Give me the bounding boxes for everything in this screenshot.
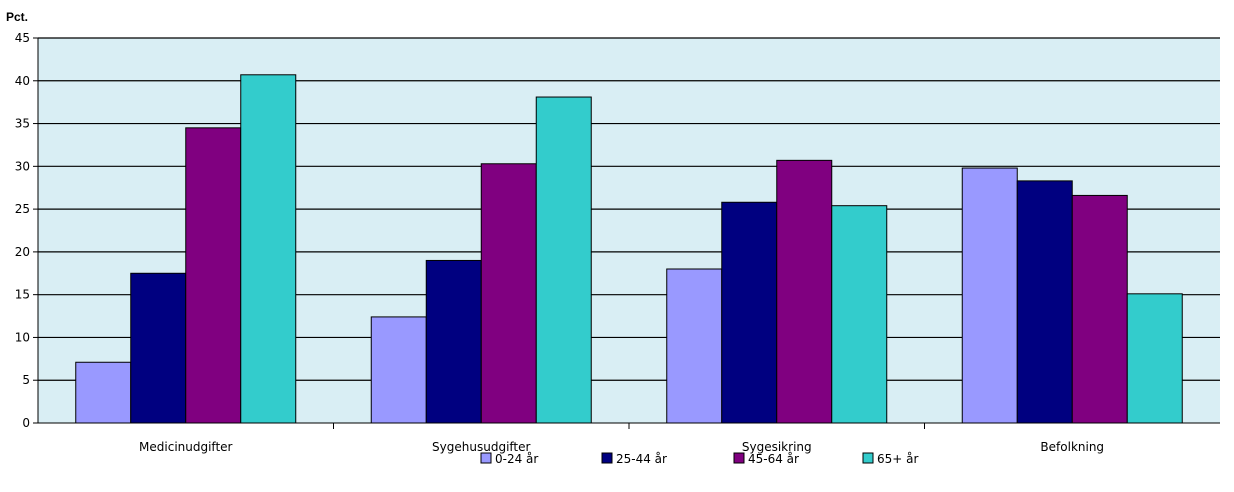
bar (961, 167, 1018, 424)
y-tick-label: 0 (22, 416, 30, 430)
bar (831, 205, 888, 424)
bar (240, 74, 297, 424)
bar (425, 259, 482, 424)
bar (666, 268, 723, 424)
y-tick-label: 15 (15, 288, 30, 302)
legend-item: 25-44 år (601, 452, 667, 466)
y-tick-label: 30 (15, 159, 30, 173)
legend-swatch (480, 452, 492, 464)
bar (1126, 293, 1183, 424)
legend-item: 45-64 år (733, 452, 799, 466)
legend-swatch (733, 452, 745, 464)
category-labels: Medicinudgifter Sygehusudgifter Sygesikrin… (139, 440, 1104, 454)
legend-label: 0-24 år (495, 452, 538, 466)
bars (75, 74, 1183, 424)
legend-label: 25-44 år (616, 452, 667, 466)
legend-item: 65+ år (862, 452, 918, 466)
y-tick-label: 25 (15, 202, 30, 216)
y-tick-label: 20 (15, 245, 30, 259)
legend-label: 65+ år (877, 452, 918, 466)
y-tick-label: 10 (15, 330, 30, 344)
bar (130, 272, 187, 424)
bar (721, 201, 778, 424)
legend-swatch (862, 452, 874, 464)
legend-item: 0-24 år (480, 452, 538, 466)
bar (535, 96, 592, 424)
legend-label: 45-64 år (748, 452, 799, 466)
bar (370, 316, 427, 424)
y-axis-title: Pct. (6, 10, 28, 24)
y-tick-label: 40 (15, 74, 30, 88)
axes (33, 37, 1220, 429)
legend: 0-24 år 25-44 år 45-64 år 65+ år (480, 452, 918, 466)
bar (1071, 194, 1128, 424)
y-tick-label: 45 (15, 31, 30, 45)
legend-swatch (601, 452, 613, 464)
bar (776, 159, 833, 424)
y-tick-label: 5 (22, 373, 30, 387)
bar (480, 163, 537, 424)
bar (1016, 180, 1073, 424)
bar (185, 127, 242, 424)
category-label: Befolkning (1040, 440, 1104, 454)
bar (75, 361, 132, 424)
y-tick-label: 35 (15, 117, 30, 131)
y-tick-labels: 0 5 10 15 20 25 30 35 40 45 (15, 31, 30, 430)
category-label: Medicinudgifter (139, 440, 233, 454)
category-label: Sygehusudgifter (432, 440, 530, 454)
category-label: Sygesikring (742, 440, 812, 454)
